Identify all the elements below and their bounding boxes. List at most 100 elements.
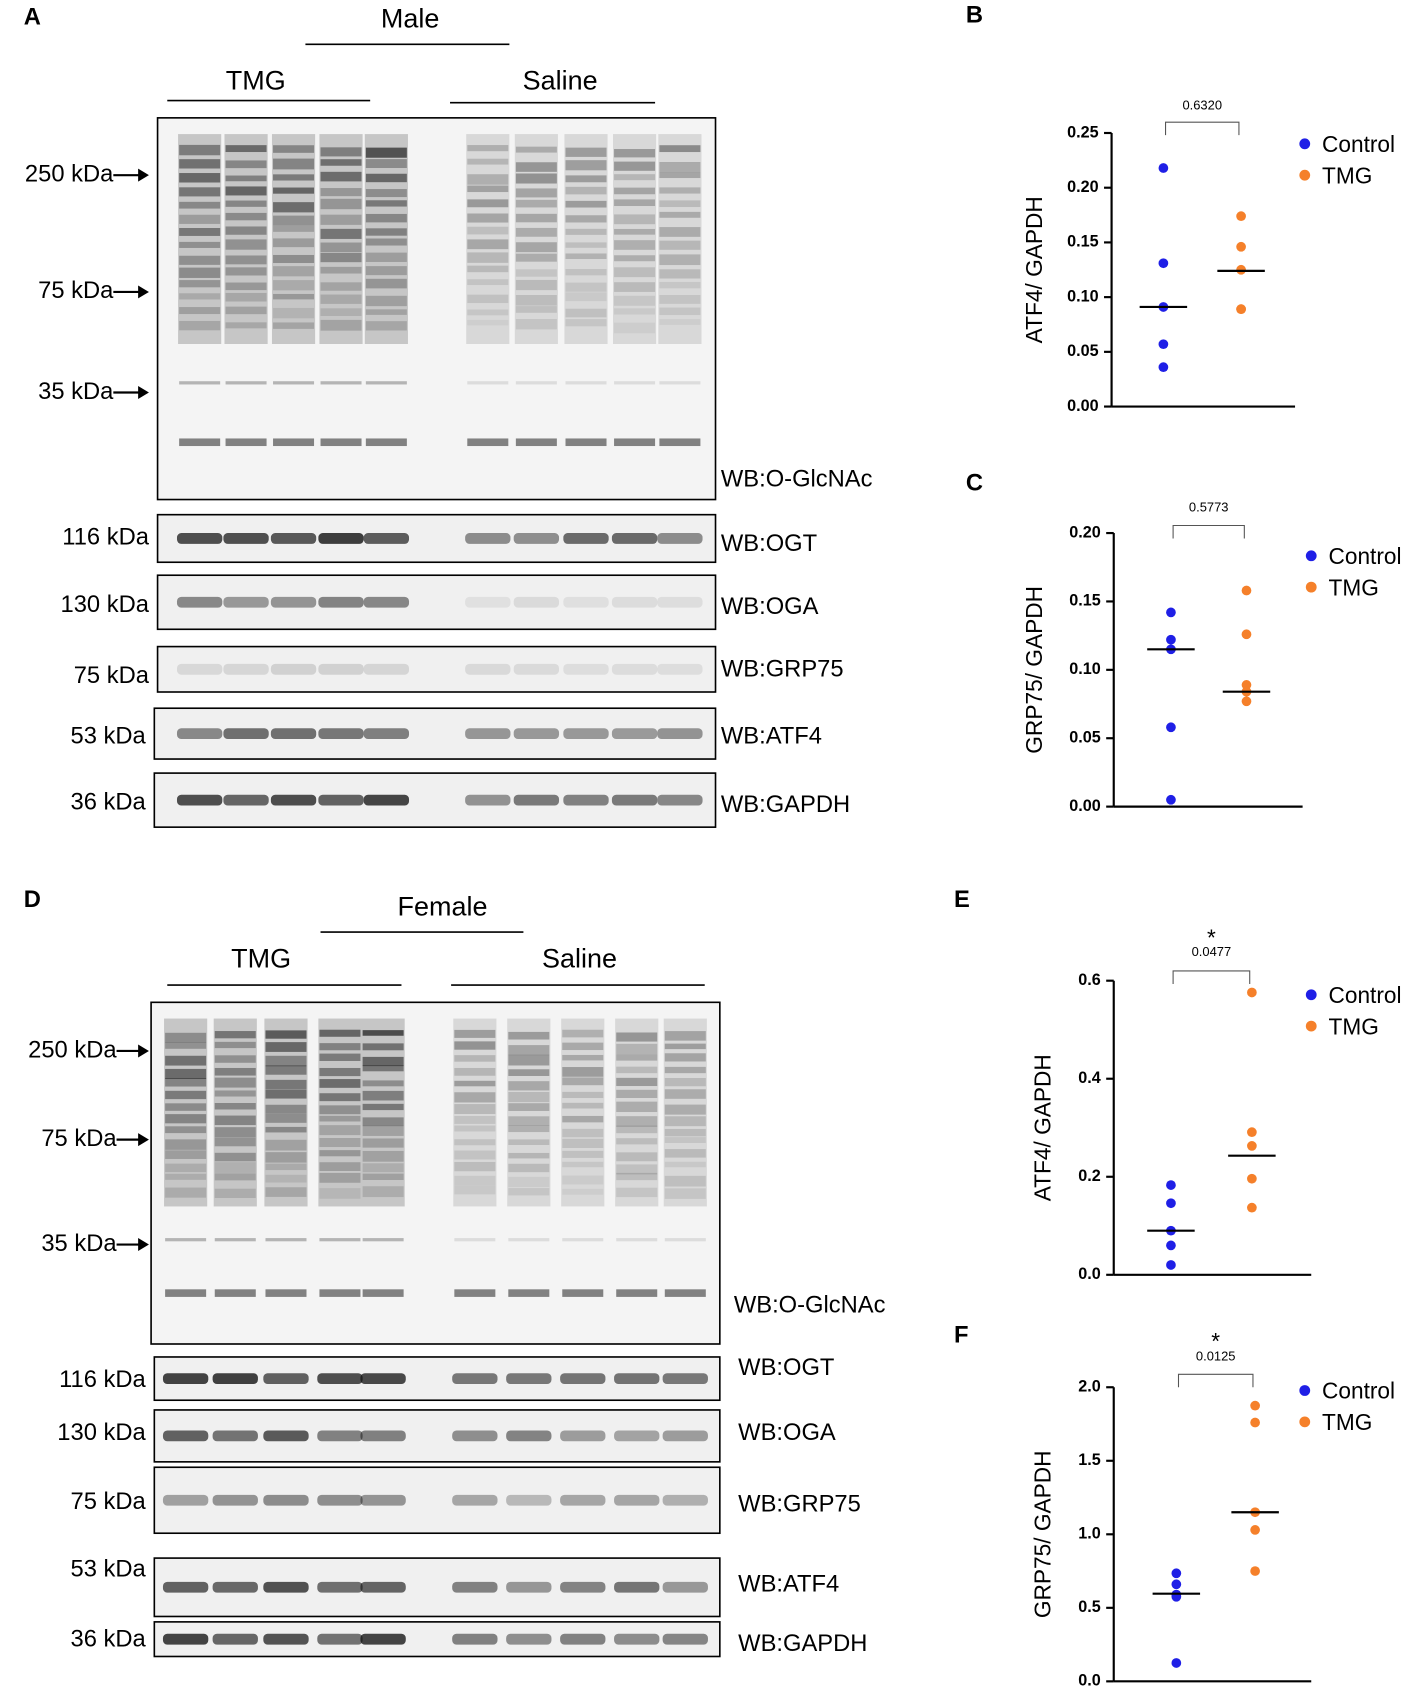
band xyxy=(225,200,267,207)
band xyxy=(565,381,607,385)
band xyxy=(320,214,362,225)
band xyxy=(176,533,223,544)
data-point xyxy=(1166,634,1176,645)
band xyxy=(212,1494,258,1506)
band xyxy=(319,1053,361,1061)
band xyxy=(320,252,362,263)
band xyxy=(320,198,362,210)
band xyxy=(223,728,269,740)
band xyxy=(363,794,410,806)
band xyxy=(362,1117,404,1127)
band xyxy=(319,1188,361,1199)
legend-label: Control xyxy=(1329,543,1402,569)
p-bracket xyxy=(1172,970,1251,984)
band xyxy=(659,381,701,385)
marker-arrowhead xyxy=(138,285,149,299)
band xyxy=(270,794,317,806)
band xyxy=(365,200,407,207)
band xyxy=(659,145,701,153)
band xyxy=(664,1188,706,1199)
band xyxy=(214,1115,256,1126)
band xyxy=(664,1066,706,1074)
band xyxy=(362,1186,404,1198)
data-point xyxy=(1158,339,1169,350)
group-label: TMG xyxy=(231,943,291,973)
band xyxy=(515,306,557,313)
band xyxy=(273,145,315,153)
band xyxy=(263,1633,309,1645)
band xyxy=(179,241,221,248)
band xyxy=(318,728,364,740)
band xyxy=(562,1188,604,1195)
band xyxy=(176,663,223,675)
band xyxy=(365,189,407,198)
band xyxy=(508,1176,550,1188)
band xyxy=(162,1633,209,1645)
band xyxy=(565,147,607,157)
band xyxy=(225,267,267,276)
wb-label: WB:OGA xyxy=(738,1419,836,1446)
band xyxy=(225,381,267,385)
kda-label: 130 kDa xyxy=(57,1419,146,1446)
band xyxy=(515,213,557,223)
band xyxy=(563,533,609,544)
band xyxy=(165,1238,207,1242)
band xyxy=(263,1430,309,1442)
data-point xyxy=(1158,258,1169,269)
band xyxy=(320,381,362,385)
band xyxy=(320,282,362,291)
band xyxy=(616,1152,658,1162)
band xyxy=(362,1030,404,1036)
band xyxy=(225,292,267,302)
band xyxy=(365,252,407,262)
band xyxy=(362,1138,404,1148)
band xyxy=(265,1289,307,1297)
band xyxy=(214,1090,256,1097)
kda-label: 116 kDa xyxy=(59,1366,146,1393)
band xyxy=(563,663,609,675)
band xyxy=(214,1162,256,1173)
band xyxy=(659,307,701,316)
band xyxy=(664,1137,706,1143)
band xyxy=(515,242,557,253)
band xyxy=(362,1173,404,1181)
band xyxy=(465,663,511,675)
band xyxy=(662,1633,708,1645)
band xyxy=(212,1581,258,1593)
band xyxy=(616,1089,658,1099)
kda-label: 75 kDa xyxy=(74,662,150,689)
band xyxy=(365,278,407,289)
band xyxy=(319,1289,361,1297)
band xyxy=(165,1090,207,1100)
band xyxy=(616,1187,658,1198)
band xyxy=(362,1080,404,1087)
y-tick-label: 0.10 xyxy=(1067,287,1098,305)
band xyxy=(562,1102,604,1109)
band xyxy=(320,294,362,304)
band xyxy=(563,596,609,608)
band xyxy=(363,596,410,608)
band xyxy=(165,1289,207,1297)
band xyxy=(515,253,557,262)
band xyxy=(165,1068,207,1080)
band xyxy=(565,308,607,318)
band xyxy=(616,1164,658,1175)
band xyxy=(317,1633,363,1645)
band xyxy=(657,596,703,608)
significance-star: * xyxy=(1211,1328,1220,1354)
band xyxy=(318,663,364,675)
wb-label: WB:O-GlcNAc xyxy=(734,1291,886,1318)
band xyxy=(165,1078,207,1087)
data-point xyxy=(1171,1568,1182,1579)
band xyxy=(659,227,701,237)
band xyxy=(212,1633,258,1645)
band xyxy=(659,162,701,173)
band xyxy=(563,794,609,806)
band xyxy=(319,1172,361,1183)
band xyxy=(454,1115,496,1124)
band xyxy=(467,279,509,286)
wb-label: WB:OGT xyxy=(721,530,817,557)
lane xyxy=(271,134,316,345)
group-label: Saline xyxy=(523,65,598,95)
band xyxy=(657,794,703,806)
